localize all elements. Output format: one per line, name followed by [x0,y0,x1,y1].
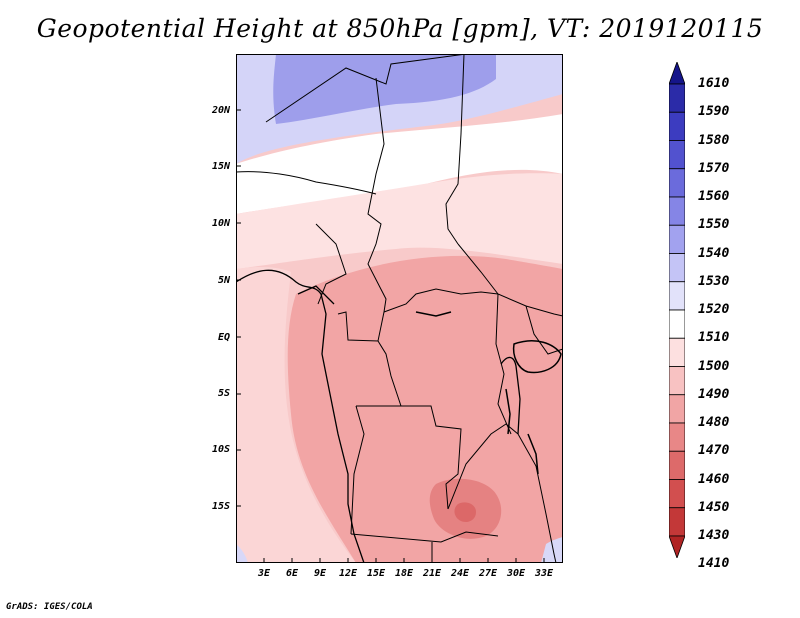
colorbar-label: 1530 [698,273,730,289]
colorbar-label: 1570 [698,160,730,176]
colorbar-label: 1410 [698,556,730,572]
lake-outlines [415,311,562,475]
x-tick-label: 9E [313,568,327,579]
colorbar-label: 1560 [698,189,730,204]
colorbar-label: 1550 [698,217,730,233]
y-tick-label: 5S [217,388,230,399]
colorbar-label: 1450 [698,499,730,515]
x-tick-label: 12E [338,568,358,579]
field-shade-1460 [454,502,476,522]
field-shade-1500 [236,173,563,269]
x-tick-label: 18E [394,568,414,579]
grads-credit: GrADS: IGES/COLA [6,602,93,612]
colorbar-swatch [669,337,685,367]
colorbar-label: 1510 [698,330,730,346]
colorbar-label: 1460 [698,471,730,487]
x-tick-label: 30E [506,568,526,579]
colorbar-swatch [669,535,685,558]
field-shade-1520-sw [236,544,248,563]
field-shade-ocean [236,267,356,563]
colorbar-swatch [669,62,685,85]
x-tick-label: 33E [534,568,554,579]
colorbar-swatch [669,196,685,226]
colorbar-swatch [669,168,685,198]
colorbar-swatch [669,111,685,141]
colorbar-label: 1470 [698,443,730,459]
colorbar-swatch [669,394,685,424]
colorbar-label: 1610 [698,76,730,91]
colorbar-label: 1520 [698,302,730,317]
colorbar-swatch [669,140,685,170]
colorbar-swatch [669,83,685,113]
colorbar-swatch [669,309,685,339]
colorbar-swatch [669,366,685,396]
x-tick-label: 27E [478,568,498,579]
colorbar-swatch [669,422,685,452]
colorbar [669,62,685,558]
colorbar-swatch [669,450,685,480]
map-frame [236,54,563,563]
y-tick-label: 10N [211,218,230,229]
map-title: Geopotential Height at 850hPa [gpm], VT:… [36,14,764,43]
field-shade-1550 [273,54,496,124]
y-tick-label: 20N [211,105,230,116]
colorbar-label: 1580 [698,132,730,148]
geopotential-map [236,54,563,563]
colorbar-label: 1590 [698,104,730,120]
colorbar-label: 1430 [698,528,730,543]
colorbar-label: 1500 [698,358,730,374]
field-shade-1480 [287,255,563,563]
country-borders [236,54,563,563]
x-tick-label: 24E [450,568,470,579]
colorbar-swatch [669,224,685,254]
y-tick-label: 15S [211,501,230,512]
x-tick-label: 21E [422,568,442,579]
colorbar-label: 1480 [698,415,730,430]
field-shade-1520-se [541,537,563,563]
colorbar-swatch [669,253,685,283]
x-tick-label: 15E [366,568,386,579]
field-shade-1510 [236,114,563,214]
y-tick-label: EQ [217,332,230,343]
x-tick-label: 6E [285,568,299,579]
colorbar-label: 1490 [698,386,730,402]
colorbar-label: 1540 [698,245,730,261]
colorbar-swatch [669,507,685,537]
y-tick-label: 10S [211,444,230,455]
x-tick-label: 3E [257,568,271,579]
coastline [236,269,521,563]
colorbar-swatch [669,281,685,311]
y-tick-label: 5N [217,275,230,286]
y-tick-label: 15N [211,161,230,172]
colorbar-swatch [669,479,685,509]
